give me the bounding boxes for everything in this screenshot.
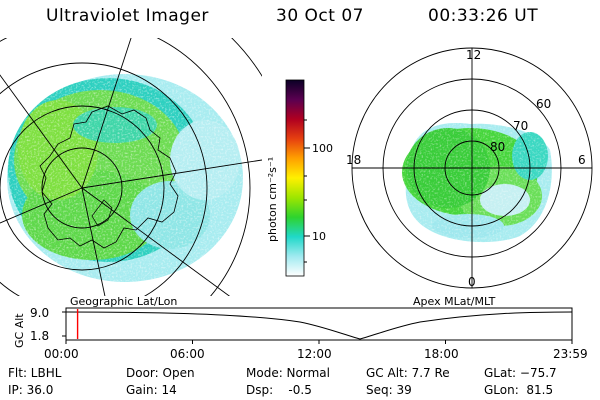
mlat-label-60: 60	[536, 97, 551, 111]
info-seq: Seq: 39	[366, 383, 412, 397]
left-aurora-image	[7, 74, 243, 282]
geographic-map	[0, 38, 262, 296]
header-title: Ultraviolet Imager	[46, 6, 209, 26]
timeline-xtick-1: 06:00	[170, 347, 205, 361]
timeline-ytick-high: 9.0	[30, 306, 49, 320]
left-lat-circles	[0, 38, 262, 296]
coastline-inner	[91, 199, 113, 227]
info-panel: Flt: LBHL IP: 36.0 Door: Open Gain: 14 M…	[8, 366, 557, 397]
timeline-xtick-0: 00:00	[44, 347, 79, 361]
mlat-label-70: 70	[513, 119, 528, 133]
timeline-xtick-4: 23:59	[553, 347, 588, 361]
info-glat: GLat: −75.7	[484, 366, 557, 380]
info-dsp: Dsp: -0.5	[246, 383, 312, 397]
left-lon-lines	[0, 38, 262, 296]
right-map-caption: Apex MLat/MLT	[413, 295, 496, 308]
colorbar: 100 10 photon cm⁻²s⁻¹	[266, 79, 333, 277]
header-date: 30 Oct 07	[276, 6, 364, 26]
colorbar-gradient	[285, 79, 305, 277]
right-aurora-image	[402, 123, 552, 243]
mlt-label-0: 0	[468, 275, 476, 289]
info-filter: Flt: LBHL	[8, 366, 62, 380]
colorbar-label: photon cm⁻²s⁻¹	[266, 157, 279, 242]
apex-map: 12 18 6 0 60 70 80	[346, 47, 593, 289]
timeline-ytick-low: 1.8	[30, 329, 49, 343]
altitude-timeline: GC Alt 9.0 1.8 00:00 06:00 12:00 18:00 2…	[13, 306, 588, 361]
info-gain: Gain: 14	[126, 383, 177, 397]
mlt-label-12: 12	[466, 48, 481, 62]
info-mode: Mode: Normal	[246, 366, 330, 380]
info-gc-alt: GC Alt: 7.7 Re	[366, 366, 450, 380]
info-door: Door: Open	[126, 366, 195, 380]
mlt-label-18: 18	[346, 153, 361, 167]
antarctica-coastline	[39, 105, 179, 249]
mlt-label-6: 6	[578, 153, 586, 167]
timeline-ylabel: GC Alt	[13, 313, 26, 348]
left-map-caption: Geographic Lat/Lon	[70, 295, 177, 308]
timeline-xtick-3: 18:00	[424, 347, 459, 361]
info-ip: IP: 36.0	[8, 383, 53, 397]
mlat-label-80: 80	[490, 140, 505, 154]
header-time: 00:33:26 UT	[428, 6, 539, 26]
timeline-xtick-2: 12:00	[297, 347, 332, 361]
info-glon: GLon: 81.5	[484, 383, 553, 397]
colorbar-tick-100: 100	[312, 142, 333, 155]
colorbar-tick-10: 10	[312, 230, 326, 243]
